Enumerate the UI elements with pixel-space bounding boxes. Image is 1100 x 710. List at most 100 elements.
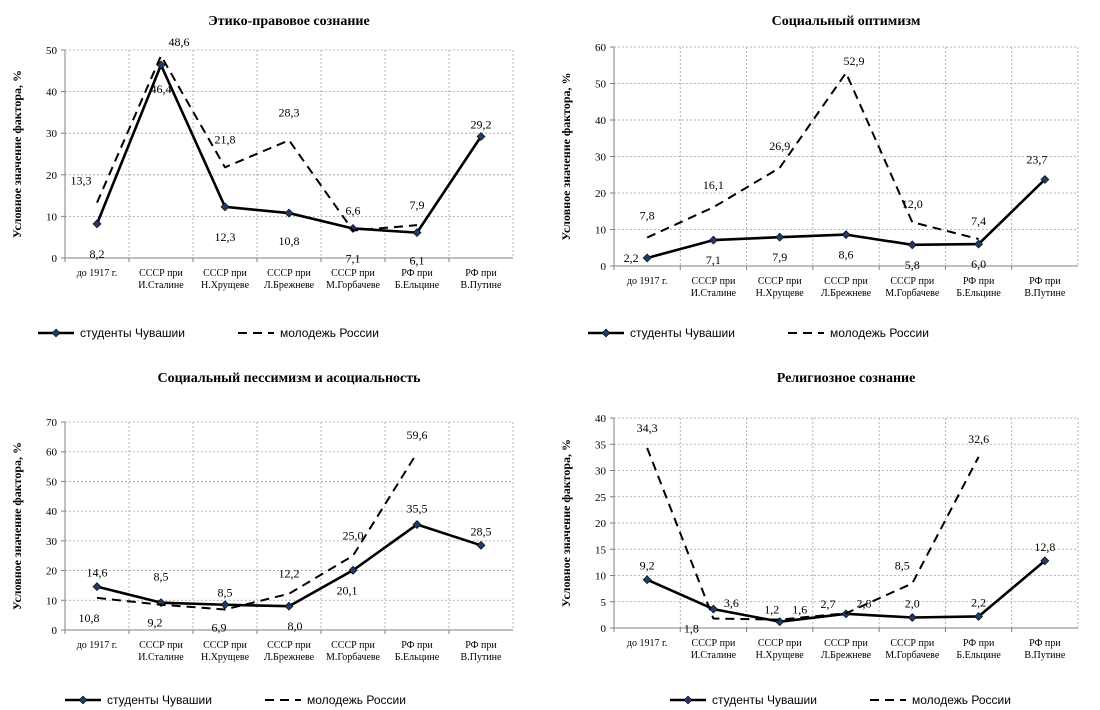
chart-religious: Религиозное сознание Условное значение фа… (550, 355, 1100, 710)
x-tick-label: СССР при И.Сталине (691, 276, 737, 299)
data-point-marker (642, 575, 652, 585)
y-tick-label: 20 (595, 188, 607, 200)
data-point-marker (1040, 556, 1050, 566)
data-label: 7,4 (971, 214, 986, 228)
y-tick-label: 5 (601, 597, 607, 609)
data-label: 13,3 (71, 174, 92, 188)
x-tick-label: СССР при Н.Хрущеве (201, 268, 250, 291)
data-label: 14,6 (87, 566, 108, 580)
y-tick-label: 70 (46, 417, 58, 429)
y-tick-label: 35 (595, 439, 607, 451)
data-label: 9,2 (148, 616, 163, 630)
y-tick-label: 15 (595, 544, 607, 556)
y-tick-label: 30 (46, 128, 58, 140)
data-label: 12,3 (215, 230, 236, 244)
data-label: 6,6 (346, 204, 361, 218)
data-point-marker (841, 230, 851, 240)
chart-title: Социальный пессимизм и асоциальность (157, 371, 421, 386)
y-axis-label: Условное значение фактора, % (559, 439, 573, 607)
data-label: 7,1 (346, 251, 361, 265)
x-tick-label: до 1917 г. (77, 640, 118, 651)
legend-label: молодежь России (912, 693, 1011, 707)
data-label: 34,3 (637, 421, 658, 435)
legend-label: молодежь России (307, 693, 406, 707)
data-label: 6,9 (212, 620, 227, 634)
y-tick-label: 60 (595, 42, 607, 54)
data-label: 12,2 (279, 567, 300, 581)
y-tick-label: 50 (595, 79, 607, 91)
data-label: 5,8 (905, 258, 920, 272)
series-line-russia-youth (96, 54, 418, 232)
y-tick-label: 0 (52, 625, 58, 637)
data-label: 10,8 (79, 611, 100, 625)
x-tick-label: СССР при М.Горбачеве (326, 268, 381, 291)
x-tick-label: СССР при И.Сталине (138, 268, 184, 291)
legend-label: молодежь России (830, 326, 929, 340)
legend-marker (683, 695, 693, 705)
x-tick-label: СССР при Н.Хрущеве (201, 640, 250, 663)
x-tick-label: СССР при Н.Хрущеве (756, 276, 805, 299)
data-point-marker (284, 601, 294, 611)
x-tick-label: СССР при М.Горбачеве (326, 640, 381, 663)
data-label: 2,2 (624, 251, 639, 265)
data-label: 8,5 (895, 558, 910, 572)
data-label: 2,8 (857, 596, 872, 610)
chart-ethical-legal: Этико-правовое сознание Условное значение… (0, 0, 550, 355)
y-tick-label: 0 (601, 623, 607, 635)
x-tick-label: РФ при Б.Ельцине (956, 638, 1001, 661)
data-point-marker (974, 239, 983, 249)
data-point-marker (412, 228, 422, 238)
data-label: 59,6 (407, 428, 428, 442)
data-label: 7,9 (410, 198, 425, 212)
data-point-marker (92, 219, 102, 229)
data-label: 7,9 (772, 250, 787, 264)
data-label: 23,7 (1026, 152, 1047, 166)
data-label: 48,6 (169, 35, 190, 49)
data-point-marker (220, 600, 230, 610)
y-tick-label: 40 (46, 87, 58, 99)
data-point-marker (284, 208, 294, 218)
legend-label: студенты Чувашии (107, 693, 212, 707)
x-tick-label: РФ при Б.Ельцине (956, 276, 1001, 299)
data-label: 7,1 (706, 253, 721, 267)
y-tick-label: 40 (595, 413, 607, 425)
chart-social-pessimism: Социальный пессимизм и асоциальность Усло… (0, 355, 550, 710)
y-tick-label: 50 (46, 476, 58, 488)
data-label: 52,9 (844, 54, 865, 68)
chart-svg: Социальный пессимизм и асоциальность Усло… (10, 371, 514, 707)
x-tick-label: СССР при Л.Брежневе (821, 638, 872, 661)
chart-title: Этико-правовое сознание (208, 14, 369, 29)
data-point-marker (907, 240, 917, 250)
data-label: 28,3 (279, 105, 300, 119)
legend-label: студенты Чувашии (712, 693, 817, 707)
y-tick-label: 10 (595, 225, 607, 237)
data-point-marker (642, 253, 652, 263)
chart-title: Социальный оптимизм (772, 14, 921, 29)
data-label: 2,2 (971, 595, 986, 609)
data-label: 2,7 (821, 597, 836, 611)
data-label: 9,2 (640, 559, 655, 573)
data-label: 1,6 (792, 603, 807, 617)
y-tick-label: 30 (595, 152, 607, 164)
legend-label: студенты Чувашии (80, 326, 185, 340)
data-label: 35,5 (407, 502, 428, 516)
data-label: 12,0 (902, 197, 923, 211)
x-tick-label: СССР при Л.Брежневе (264, 268, 315, 291)
x-tick-label: СССР при И.Сталине (691, 638, 737, 661)
data-label: 8,6 (839, 248, 854, 262)
legend-marker (601, 328, 611, 338)
data-point-marker (709, 235, 718, 245)
y-axis-label: Условное значение фактора, % (10, 442, 24, 610)
data-label: 10,8 (279, 234, 300, 248)
data-label: 8,0 (288, 619, 303, 633)
data-label: 8,5 (218, 586, 233, 600)
legend-label: студенты Чувашии (630, 326, 735, 340)
data-label: 8,5 (154, 570, 169, 584)
data-label: 2,0 (905, 597, 920, 611)
data-label: 6,1 (410, 254, 425, 268)
chart-svg: Этико-правовое сознание Условное значение… (10, 14, 514, 340)
data-point-marker (974, 612, 983, 621)
y-tick-label: 10 (46, 211, 58, 223)
y-tick-label: 10 (46, 595, 58, 607)
y-tick-label: 20 (595, 518, 607, 530)
